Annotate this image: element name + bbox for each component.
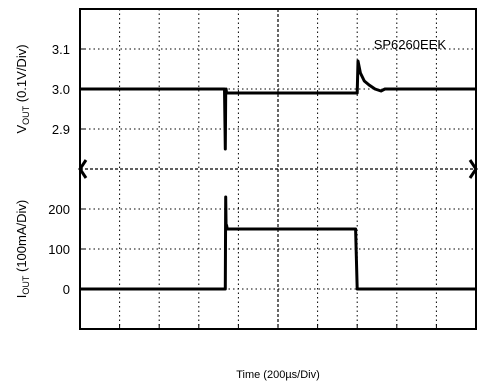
right-break-marker (468, 159, 478, 179)
y-tick-label: 0 (63, 282, 70, 297)
plot-labels: 3.1 3.0 2.9 VOUT (0.1V/Div) SP6260EEK 200 100 0… (14, 37, 446, 381)
plot-traces (80, 59, 476, 291)
signal-trace (80, 195, 476, 291)
y-axis-title: VOUT (0.1V/Div) (14, 44, 31, 133)
part-number-label: SP6260EEK (374, 37, 447, 52)
left-break-marker (78, 159, 88, 179)
y-axis-title: IOUT (100mA/Div) (14, 200, 31, 298)
y-tick-label: 2.9 (52, 122, 70, 137)
plot-frame (78, 8, 478, 330)
y-tick-label: 3.1 (52, 42, 70, 57)
y-tick-label: 100 (48, 242, 70, 257)
y-tick-label: 200 (48, 202, 70, 217)
y-tick-label: 3.0 (52, 82, 70, 97)
signal-trace (80, 59, 476, 151)
x-axis-title: Time (200µs/Div) (236, 369, 320, 381)
